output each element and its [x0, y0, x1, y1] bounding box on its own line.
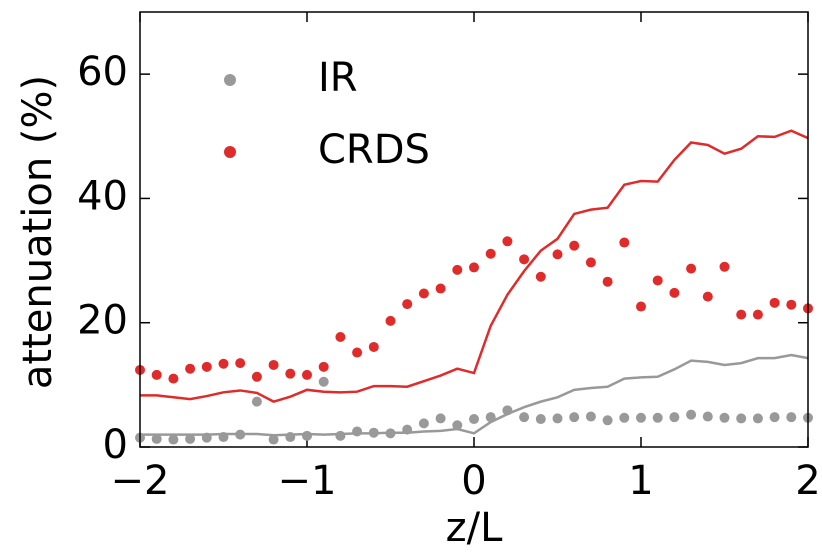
point — [385, 315, 396, 326]
line — [140, 353, 809, 437]
point — [268, 359, 279, 370]
line — [140, 129, 809, 403]
point — [302, 430, 312, 441]
point — [218, 432, 229, 443]
point — [585, 411, 596, 422]
point — [636, 412, 646, 423]
point — [786, 299, 797, 310]
point — [185, 363, 196, 374]
point — [418, 418, 429, 429]
point — [502, 405, 513, 416]
point — [168, 373, 179, 384]
point — [619, 412, 630, 423]
point — [702, 291, 713, 302]
point — [485, 248, 496, 259]
point — [736, 413, 747, 424]
point — [469, 414, 479, 425]
point — [402, 299, 413, 310]
point — [786, 412, 797, 423]
point — [235, 429, 246, 440]
x-tick-label: −1 — [278, 458, 337, 504]
point — [769, 412, 780, 423]
point — [435, 283, 446, 294]
point — [335, 332, 346, 343]
point — [469, 262, 479, 273]
point — [285, 368, 296, 379]
point — [686, 409, 697, 420]
point — [736, 309, 747, 320]
y-axis-label: attenuation (%) — [15, 75, 61, 389]
y-tick-label: 60 — [77, 49, 128, 95]
x-tick-label: 2 — [795, 458, 820, 504]
point — [368, 427, 379, 438]
point — [669, 287, 680, 298]
point — [702, 411, 713, 422]
point — [235, 358, 246, 369]
point — [418, 288, 429, 299]
point — [452, 264, 463, 275]
point — [318, 376, 329, 387]
point — [318, 361, 329, 372]
x-tick-label: 0 — [461, 458, 486, 504]
point — [552, 249, 563, 260]
plot-frame — [139, 11, 809, 448]
point — [719, 412, 730, 423]
legend-marker — [224, 74, 236, 86]
point — [268, 434, 279, 445]
point — [769, 297, 780, 308]
point — [435, 413, 446, 424]
point — [185, 433, 196, 444]
x-tick-label: −2 — [111, 458, 170, 504]
point — [569, 240, 580, 251]
x-axis-label: z/L — [446, 505, 503, 551]
point — [485, 412, 496, 423]
point — [251, 396, 262, 407]
legend-label: IR — [318, 55, 358, 101]
legend-marker — [224, 146, 236, 158]
point — [652, 275, 663, 286]
y-tick-label: 40 — [77, 173, 128, 219]
point — [519, 254, 530, 265]
point — [686, 263, 697, 274]
point — [402, 424, 413, 435]
y-tick-label: 0 — [103, 422, 128, 468]
point — [669, 412, 680, 423]
point — [285, 432, 296, 443]
point — [652, 412, 663, 423]
point — [552, 413, 563, 424]
point — [602, 276, 613, 287]
x-tick-label: 1 — [628, 458, 653, 504]
point — [502, 236, 513, 247]
point — [218, 358, 229, 369]
point — [201, 361, 212, 372]
point — [752, 309, 763, 320]
point — [452, 420, 463, 431]
point — [719, 261, 730, 272]
point — [602, 415, 613, 426]
point — [585, 257, 596, 268]
point — [151, 369, 162, 380]
point — [352, 426, 363, 437]
point — [251, 371, 262, 382]
point — [535, 414, 546, 425]
y-tick-label: 20 — [77, 298, 128, 344]
point — [201, 432, 212, 443]
point — [151, 433, 162, 444]
point — [636, 301, 646, 312]
point — [385, 428, 396, 439]
point — [569, 412, 580, 423]
point — [619, 237, 630, 248]
point — [519, 412, 530, 423]
point — [752, 413, 763, 424]
point — [168, 434, 179, 445]
legend-label: CRDS — [318, 127, 430, 173]
point — [335, 430, 346, 441]
point — [302, 369, 312, 380]
point — [352, 347, 363, 358]
point — [368, 341, 379, 352]
point — [535, 271, 546, 282]
